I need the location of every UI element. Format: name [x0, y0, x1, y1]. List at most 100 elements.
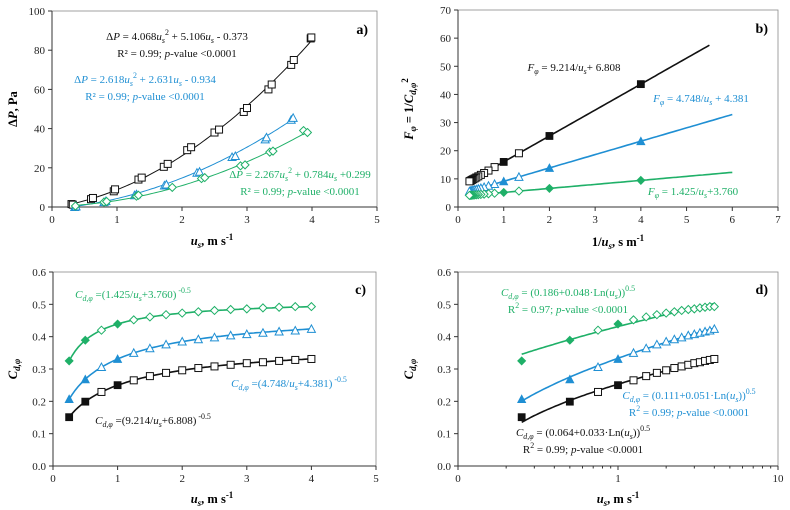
equation-annotation-black-part: 2 — [530, 441, 534, 450]
y-tick-label: 0.3 — [437, 364, 451, 376]
x-axis-label-part: , m s — [201, 234, 226, 248]
equation-annotation-green-part: 0.5 — [625, 284, 635, 293]
data-point-filled-triangle — [636, 136, 646, 146]
x-tick-label: 0 — [50, 473, 56, 485]
x-tick-label: 10 — [773, 473, 785, 485]
data-point-open-square — [215, 125, 224, 134]
data-point-open-triangle — [306, 323, 317, 333]
equation-annotation-black-part: -value <0.0001 — [170, 48, 237, 60]
data-point-filled-square — [545, 132, 554, 140]
y-axis-label-part: = 1/ — [402, 103, 416, 127]
data-point-open-square — [642, 372, 651, 381]
equation-annotation-black: R² = 0.99; p-value <0.0001 — [117, 48, 237, 60]
data-point-open-square — [275, 356, 284, 365]
equation-annotation-green-part: u — [609, 287, 615, 299]
x-axis-label-part: u — [191, 492, 198, 506]
equation-annotation-blue-part: Δ — [74, 74, 81, 86]
data-point-open-square — [129, 376, 138, 385]
equation-annotation-green-part: Δ — [229, 169, 236, 181]
x-tick-label: 1 — [501, 214, 507, 226]
data-point-filled-square — [636, 80, 645, 89]
data-point-filled-triangle — [544, 163, 555, 172]
series-black: Fφ = 9.214/us+ 6.808 — [465, 44, 710, 186]
equation-annotation-black-part: )) — [633, 427, 641, 439]
data-point-open-square — [267, 80, 276, 89]
y-axis-label: Cd,φ — [6, 359, 22, 379]
fit-line-black — [469, 44, 710, 183]
data-point-open-diamond — [129, 315, 139, 325]
data-point-open-square — [163, 159, 172, 168]
equation-annotation-blue-part: + 2.631 — [137, 74, 173, 86]
data-point-open-square — [145, 372, 154, 381]
y-axis-label: Cd,φ — [402, 359, 418, 379]
data-point-open-diamond — [96, 325, 107, 335]
data-point-open-square — [710, 354, 719, 363]
data-point-open-triangle — [161, 339, 171, 349]
x-tick-label: 1 — [114, 214, 120, 226]
data-point-open-diamond — [489, 188, 500, 198]
data-point-open-square — [291, 355, 300, 364]
series-black: Cd,φ =(9.214/us+6.808) -0.5 — [65, 354, 316, 429]
x-axis-label-part: , m s — [607, 492, 632, 506]
y-tick-label: 0.5 — [32, 299, 46, 311]
equation-annotation-green-part: p — [287, 186, 294, 198]
data-point-filled-square — [565, 397, 574, 406]
x-axis-label-part: -1 — [632, 490, 640, 500]
data-point-open-square — [243, 104, 251, 113]
equation-annotation-blue-part: s — [179, 79, 182, 88]
data-point-open-diamond — [274, 302, 284, 312]
equation-annotation-blue: Cd,φ = (0.111+0.051·Ln(us))0.5 — [622, 387, 755, 404]
y-axis-label: ΔP, Pa — [6, 90, 20, 126]
x-tick-label: 2 — [179, 214, 185, 226]
equation-annotation-blue-part: s — [295, 383, 298, 392]
equation-annotation-blue-part: )) — [738, 390, 746, 402]
equation-annotation-blue-part: p — [132, 91, 139, 103]
data-point-open-diamond — [167, 182, 177, 193]
x-tick-label: 0 — [455, 214, 461, 226]
data-point-open-triangle — [225, 330, 236, 340]
data-point-open-triangle — [145, 343, 155, 353]
y-tick-label: 0.5 — [437, 299, 451, 311]
equation-annotation-blue-part: u — [173, 74, 179, 86]
data-point-open-triangle — [288, 112, 298, 122]
equation-annotation-black-part: s — [162, 36, 165, 45]
x-axis-label-part: -1 — [226, 490, 234, 500]
data-point-open-diamond — [268, 146, 278, 156]
x-axis-label-part: u — [602, 235, 609, 249]
equation-annotation-blue-part: u — [730, 390, 736, 402]
equation-annotation-black-part: - 0.373 — [214, 31, 248, 43]
data-point-open-square — [210, 362, 219, 371]
equation-annotation-blue-part: P — [80, 74, 88, 86]
data-point-open-square — [187, 143, 196, 152]
data-point-filled-square — [517, 413, 526, 422]
y-axis-label-part: C — [6, 370, 20, 379]
data-point-filled-square — [113, 381, 122, 390]
data-point-open-triangle — [489, 178, 500, 188]
x-tick-label: 5 — [373, 473, 379, 485]
equation-annotation-blue: Cd,φ =(4.748/us+4.381) -0.5 — [231, 375, 347, 392]
equation-annotation-black: Cd,φ =(9.214/us+6.808) -0.5 — [95, 412, 211, 429]
equation-annotation-blue-part: C — [622, 390, 630, 402]
data-point-open-square — [162, 368, 171, 377]
x-tick-label: 3 — [244, 473, 250, 485]
data-point-open-diamond — [661, 308, 671, 318]
panel-label: d) — [756, 283, 769, 298]
equation-annotation-black-part: p — [164, 48, 171, 60]
data-point-open-triangle — [177, 336, 188, 346]
panel-label: c) — [355, 283, 366, 298]
equation-annotation-black-part: s — [584, 67, 587, 76]
data-point-open-diamond — [290, 301, 300, 312]
y-axis-label-part: d,φ — [408, 83, 418, 95]
data-point-open-triangle — [274, 326, 284, 336]
data-point-open-diamond — [193, 307, 204, 317]
equation-annotation-green-part: u — [279, 169, 285, 181]
data-point-open-square — [194, 364, 203, 373]
equation-annotation-blue-part: d,φ — [630, 395, 641, 404]
data-point-filled-diamond — [636, 175, 646, 185]
equation-annotation-black-part: = (0.064+0.033·Ln( — [534, 427, 625, 439]
equation-annotation-black-part: 0.5 — [640, 424, 650, 433]
equation-annotation-green-part: F — [647, 186, 655, 198]
equation-annotation-blue-part: u — [704, 93, 710, 105]
data-point-filled-diamond — [565, 335, 575, 345]
